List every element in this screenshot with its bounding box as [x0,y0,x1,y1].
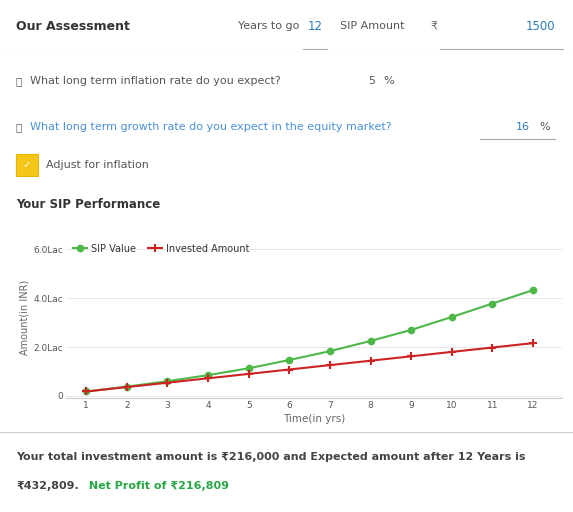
Text: %: % [539,122,550,132]
Invested Amount [205,375,211,381]
SIP Value [367,338,374,344]
Text: ✓: ✓ [23,160,31,170]
SIP Value [449,314,456,320]
Invested Amount [529,340,536,346]
Text: ⓘ: ⓘ [16,122,22,132]
Legend: SIP Value, Invested Amount: SIP Value, Invested Amount [70,242,252,256]
SIP Value [245,365,252,371]
Invested Amount [123,384,130,390]
Text: 12: 12 [308,20,323,33]
Text: Years to go: Years to go [238,22,299,31]
Invested Amount [286,367,293,373]
FancyBboxPatch shape [16,154,38,176]
Invested Amount [245,371,252,377]
SIP Value [327,348,333,354]
Text: Our Assessment: Our Assessment [16,20,130,33]
Text: What long term inflation rate do you expect?: What long term inflation rate do you exp… [30,76,281,87]
Text: Your SIP Performance: Your SIP Performance [16,198,160,211]
Y-axis label: Amount(in INR): Amount(in INR) [19,280,29,355]
Text: 5: 5 [368,76,375,87]
X-axis label: Time(in yrs): Time(in yrs) [282,414,345,424]
SIP Value [123,383,130,390]
Text: 16: 16 [516,122,530,132]
Text: ⓘ: ⓘ [16,76,22,87]
Text: 1500: 1500 [525,20,555,33]
Invested Amount [327,362,333,368]
Invested Amount [367,358,374,364]
Text: ₹432,809.: ₹432,809. [16,481,79,492]
SIP Value [286,357,293,363]
SIP Value [489,301,496,307]
Text: %: % [383,76,394,87]
Text: Your total investment amount is ₹216,000 and Expected amount after 12 Years is: Your total investment amount is ₹216,000… [16,452,525,462]
Text: Net Profit of ₹216,809: Net Profit of ₹216,809 [85,481,229,492]
SIP Value [164,378,171,385]
Invested Amount [449,349,456,355]
Line: Invested Amount: Invested Amount [82,339,537,396]
Text: What long term growth rate do you expect in the equity market?: What long term growth rate do you expect… [30,122,391,132]
Invested Amount [83,389,89,395]
Invested Amount [489,345,496,351]
Invested Amount [408,353,415,359]
Invested Amount [164,379,171,386]
SIP Value [408,327,415,333]
Text: Adjust for inflation: Adjust for inflation [46,160,149,170]
Line: SIP Value: SIP Value [83,287,536,395]
SIP Value [83,389,89,395]
Text: ₹: ₹ [430,22,437,31]
SIP Value [205,372,211,378]
SIP Value [529,287,536,293]
Text: SIP Amount: SIP Amount [340,22,405,31]
